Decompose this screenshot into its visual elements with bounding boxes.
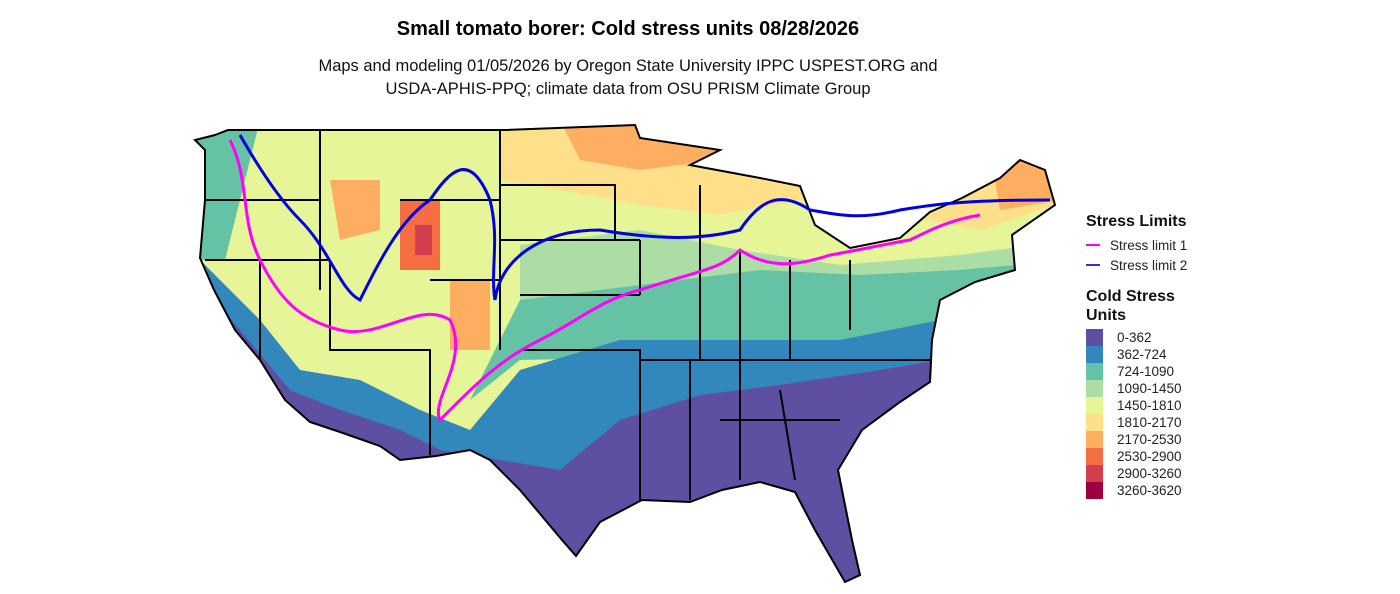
legend-label: 724-1090 <box>1117 364 1175 379</box>
legend-item-cold-2530-2900: 2530-2900 <box>1086 448 1187 465</box>
legend-label: 2530-2900 <box>1117 449 1182 464</box>
legend-item-cold-724-1090: 724-1090 <box>1086 363 1187 380</box>
stress-limit-1-contour <box>228 139 981 423</box>
legend-item-cold-1090-1450: 1090-1450 <box>1086 380 1187 397</box>
legend-label: 3260-3620 <box>1117 483 1182 498</box>
legend-item-cold-0-362: 0-362 <box>1086 329 1187 346</box>
band-2170-2530-id <box>330 180 380 240</box>
color-swatch <box>1086 346 1103 363</box>
color-swatch <box>1086 482 1103 499</box>
color-swatch <box>1086 431 1103 448</box>
legend-item-cold-362-724: 362-724 <box>1086 346 1187 363</box>
color-swatch <box>1086 448 1103 465</box>
stress-legend-title: Stress Limits <box>1086 213 1187 230</box>
color-swatch <box>1086 380 1103 397</box>
legend-label: 0-362 <box>1117 330 1152 345</box>
legend-item-cold-1450-1810: 1450-1810 <box>1086 397 1187 414</box>
legend-label: 362-724 <box>1117 347 1167 362</box>
subtitle-line-2: USDA-APHIS-PPQ; climate data from OSU PR… <box>385 80 871 98</box>
color-swatch <box>1086 397 1103 414</box>
stress-limit-2-contour <box>238 134 1051 303</box>
legend-item-cold-2170-2530: 2170-2530 <box>1086 431 1187 448</box>
legend-label: 1090-1450 <box>1117 381 1182 396</box>
color-swatch <box>1086 329 1103 346</box>
band-2900-3260 <box>415 225 432 255</box>
legend-item-cold-3260-3620: 3260-3620 <box>1086 482 1187 499</box>
state-borders <box>194 124 1056 583</box>
legend-label: Stress limit 1 <box>1110 237 1188 253</box>
color-swatch <box>1086 363 1103 380</box>
cold-stress-raster <box>195 125 1055 582</box>
color-swatch <box>1086 414 1103 431</box>
legend-label: 1450-1810 <box>1117 398 1182 413</box>
color-swatch <box>1086 465 1103 482</box>
stress-limit-2-swatch <box>1086 264 1100 266</box>
subtitle-line-1: Maps and modeling 01/05/2026 by Oregon S… <box>318 57 938 75</box>
legend-label: 2900-3260 <box>1117 466 1182 481</box>
legend-item-stress-limit-1: Stress limit 1 <box>1086 235 1187 255</box>
legend-item-stress-limit-2: Stress limit 2 <box>1086 255 1187 275</box>
cold-legend-title-2: Units <box>1086 307 1126 324</box>
legend-item-cold-2900-3260: 2900-3260 <box>1086 465 1187 482</box>
map-subtitle: Maps and modeling 01/05/2026 by Oregon S… <box>0 55 1256 101</box>
legend-label: 1810-2170 <box>1117 415 1182 430</box>
cold-legend-title-1: Cold Stress <box>1086 288 1175 305</box>
stress-limit-1-swatch <box>1086 244 1100 246</box>
legend-item-cold-1810-2170: 1810-2170 <box>1086 414 1187 431</box>
legend-label: 2170-2530 <box>1117 432 1182 447</box>
legend: Stress Limits Stress limit 1 Stress limi… <box>1086 212 1187 499</box>
band-2170-2530-co <box>450 280 490 350</box>
band-724-1090-nw <box>195 125 260 260</box>
map-title: Small tomato borer: Cold stress units 08… <box>396 18 860 40</box>
legend-label: Stress limit 2 <box>1110 257 1188 273</box>
